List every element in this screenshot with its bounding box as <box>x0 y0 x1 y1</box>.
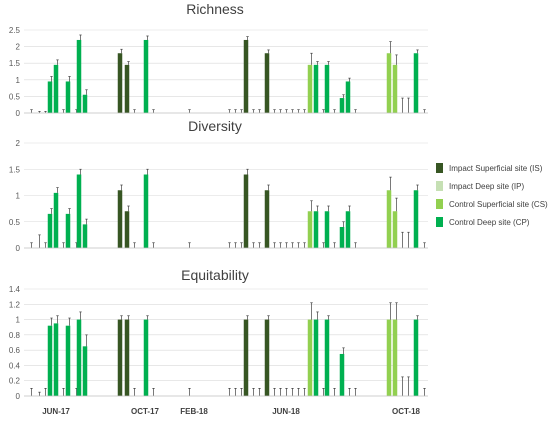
bar-cp <box>313 211 319 248</box>
bar-cp <box>53 323 59 396</box>
x-label-jun-17: JUN-17 <box>42 407 70 416</box>
bar-cp <box>53 192 59 248</box>
bar-cs <box>392 319 398 396</box>
bar-cp <box>413 53 419 113</box>
bar-cp <box>143 174 149 248</box>
legend: Impact Superficial site (IS) Impact Deep… <box>436 163 548 227</box>
bar-is <box>117 53 123 113</box>
y-tick-label: 1.4 <box>9 285 21 294</box>
bar-cp <box>47 325 53 396</box>
bar-cp <box>339 98 345 113</box>
bar-cp <box>324 319 330 396</box>
richness-panel: Richness 0 0.5 1 1.5 2 2.5 <box>9 1 428 118</box>
bar-is <box>124 64 130 113</box>
bar-cp <box>65 81 71 113</box>
y-tick-label: 0 <box>16 109 21 118</box>
bar-cp <box>76 39 82 113</box>
legend-label-cs: Control Superficial site (CS) <box>449 200 548 209</box>
bar-cp <box>47 213 53 248</box>
y-tick-label: 0.8 <box>9 331 21 340</box>
x-label-jun-18: JUN-18 <box>272 407 300 416</box>
bar-cp <box>65 325 71 396</box>
diversity-panel: Diversity 0 0.5 1 1.5 2 <box>9 118 428 253</box>
bar-cp <box>345 211 351 248</box>
diversity-title: Diversity <box>188 118 242 134</box>
bar-cp <box>82 346 88 396</box>
bar-cs <box>386 190 392 248</box>
legend-label-is: Impact Superficial site (IS) <box>449 164 543 173</box>
bar-cp <box>345 81 351 113</box>
bar-cp <box>76 174 82 248</box>
bar-cp <box>47 81 53 113</box>
bar-cp <box>65 213 71 248</box>
y-tick-label: 0.4 <box>9 361 21 370</box>
legend-label-ip: Impact Deep site (IP) <box>449 182 524 191</box>
bar-cs <box>392 211 398 248</box>
bar-cs <box>386 53 392 113</box>
legend-swatch-ip <box>436 181 443 191</box>
richness-title: Richness <box>186 1 244 17</box>
y-tick-label: 1 <box>16 76 21 85</box>
bar-cp <box>82 94 88 113</box>
y-tick-label: 2 <box>16 43 21 52</box>
bar-is <box>264 53 270 113</box>
x-label-oct-17: OCT-17 <box>131 407 160 416</box>
bar-cp <box>339 227 345 248</box>
y-tick-label: 0 <box>16 392 21 401</box>
bar-is <box>117 319 123 396</box>
bar-is <box>243 319 249 396</box>
bar-is <box>264 190 270 248</box>
bar-cp <box>313 64 319 113</box>
x-axis-labels: JUN-17 OCT-17 FEB-18 JUN-18 OCT-18 <box>42 407 420 416</box>
bar-is <box>264 319 270 396</box>
y-tick-label: 1 <box>16 192 21 201</box>
bar-cs <box>386 319 392 396</box>
bar-cp <box>82 224 88 248</box>
y-tick-label: 1.5 <box>9 59 21 68</box>
bar-cp <box>339 353 345 396</box>
bar-is <box>243 39 249 113</box>
y-tick-label: 1 <box>16 316 21 325</box>
bar-cs <box>307 211 313 248</box>
legend-swatch-cs <box>436 199 443 209</box>
bar-cp <box>313 319 319 396</box>
x-label-feb-18: FEB-18 <box>180 407 208 416</box>
bar-cp <box>413 319 419 396</box>
y-tick-label: 0.5 <box>9 218 21 227</box>
y-tick-label: 2 <box>16 139 21 148</box>
bar-cp <box>413 190 419 248</box>
bar-is <box>117 190 123 248</box>
equitability-panel: Equitability 0 0.2 0.4 0.6 0.8 1 1.2 1.4 <box>9 267 428 401</box>
bar-is <box>243 174 249 248</box>
bar-cp <box>76 319 82 396</box>
bar-cp <box>53 64 59 113</box>
y-tick-label: 0.5 <box>9 92 21 101</box>
bar-cp <box>143 39 149 113</box>
y-tick-label: 1.2 <box>9 300 21 309</box>
y-tick-label: 0.2 <box>9 377 21 386</box>
bar-cs <box>307 64 313 113</box>
equitability-title: Equitability <box>181 267 249 283</box>
legend-label-cp: Control Deep site (CP) <box>449 218 530 227</box>
y-tick-label: 2.5 <box>9 26 21 35</box>
bar-cp <box>143 319 149 396</box>
bar-cp <box>324 64 330 113</box>
legend-swatch-is <box>436 163 443 173</box>
y-tick-label: 0 <box>16 244 21 253</box>
bar-cs <box>392 64 398 113</box>
y-tick-label: 0.6 <box>9 346 21 355</box>
y-tick-label: 1.5 <box>9 165 21 174</box>
legend-swatch-cp <box>436 217 443 227</box>
bar-cp <box>324 211 330 248</box>
bar-is <box>124 319 130 396</box>
bar-cs <box>307 319 313 396</box>
x-label-oct-18: OCT-18 <box>392 407 421 416</box>
bar-is <box>124 211 130 248</box>
